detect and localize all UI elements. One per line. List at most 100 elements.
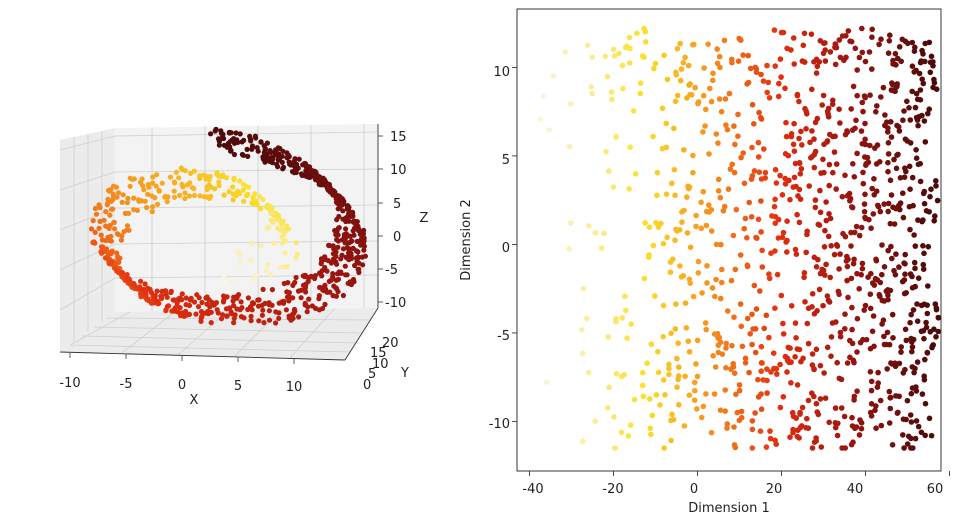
point-3d	[121, 229, 127, 235]
z-tick-label: 10	[390, 163, 407, 178]
point-2d	[735, 133, 741, 139]
point-2d	[718, 241, 724, 248]
point-3d	[228, 309, 234, 315]
point-2d	[726, 90, 733, 97]
point-2d	[711, 391, 718, 397]
point-3d	[153, 183, 159, 189]
y2d-tick-label: 10	[493, 65, 510, 80]
point-3d	[231, 151, 237, 158]
point-2d	[695, 270, 702, 276]
point-2d	[876, 291, 883, 298]
point-2d	[687, 91, 693, 98]
point-3d	[243, 183, 249, 190]
point-2d	[648, 341, 655, 348]
point-3d	[259, 312, 265, 318]
point-2d	[699, 290, 705, 296]
point-3d	[359, 254, 365, 260]
point-2d	[913, 418, 920, 424]
point-2d	[694, 373, 701, 380]
point-3d	[334, 228, 340, 234]
y2d-tick-label: -5	[497, 329, 510, 344]
point-2d	[672, 192, 678, 199]
point-3d	[293, 274, 299, 281]
point-2d	[806, 183, 812, 189]
point-2d	[901, 445, 907, 451]
point-3d	[340, 216, 346, 222]
point-2d	[752, 326, 759, 332]
point-2d	[729, 342, 735, 349]
point-2d	[862, 120, 868, 127]
point-3d	[245, 295, 251, 301]
point-2d	[911, 259, 918, 266]
plot2d-frame	[516, 8, 942, 472]
point-3d	[149, 209, 155, 215]
point-3d	[214, 170, 220, 176]
point-2d	[624, 43, 630, 49]
point-3d	[250, 195, 256, 201]
point-2d	[764, 366, 770, 372]
point-3d	[264, 151, 270, 157]
x-ticks	[69, 353, 295, 364]
point-3d	[330, 271, 336, 277]
y2d-tick-label: 0	[502, 241, 510, 256]
point-2d	[839, 193, 846, 200]
point-3d	[346, 206, 352, 212]
point-2d	[648, 431, 654, 438]
point-2d	[813, 346, 820, 353]
point-2d	[859, 265, 866, 272]
point-2d	[637, 90, 644, 97]
point-2d	[671, 166, 678, 173]
point-2d	[797, 424, 804, 431]
x2d-tick-label: 60	[927, 482, 944, 497]
point-2d	[737, 301, 744, 307]
plot2d-ticks	[512, 67, 950, 476]
point-3d	[201, 172, 207, 178]
point-3d	[351, 218, 357, 224]
point-2d	[583, 315, 590, 322]
point-3d	[317, 175, 323, 181]
point-2d	[744, 262, 751, 269]
point-2d	[756, 169, 763, 175]
point-3d	[249, 240, 255, 246]
point-2d	[896, 44, 903, 50]
point-2d	[759, 264, 766, 270]
point-2d	[909, 364, 916, 370]
point-2d	[842, 311, 848, 318]
point-2d	[901, 290, 908, 297]
point-3d	[352, 262, 358, 269]
point-2d	[626, 34, 633, 41]
point-3d	[119, 199, 125, 205]
point-2d	[787, 434, 793, 441]
point-2d	[673, 301, 679, 307]
point-2d	[889, 87, 896, 94]
point-3d	[279, 234, 285, 240]
point-2d	[818, 444, 825, 450]
point-2d	[870, 211, 877, 217]
point-2d	[893, 251, 899, 257]
point-2d	[917, 87, 924, 93]
point-2d	[851, 397, 857, 403]
point-2d	[820, 156, 826, 163]
y-tick-label: 0	[363, 378, 371, 393]
point-2d	[926, 209, 932, 215]
point-2d	[717, 295, 724, 302]
point-2d	[862, 94, 868, 101]
point-2d	[749, 311, 755, 318]
point-2d	[784, 237, 790, 244]
point-2d	[777, 56, 784, 62]
point-3d	[292, 279, 298, 286]
point-3d	[226, 129, 232, 135]
point-2d	[832, 420, 839, 426]
point-2d	[837, 120, 843, 126]
point-3d	[284, 150, 290, 156]
point-2d	[664, 234, 670, 241]
point-2d	[749, 418, 756, 424]
point-2d	[827, 49, 834, 55]
point-2d	[878, 422, 885, 429]
point-3d	[265, 262, 271, 268]
point-2d	[900, 214, 907, 221]
point-2d	[853, 117, 859, 124]
point-2d	[825, 233, 832, 240]
point-2d	[867, 291, 874, 298]
point-3d	[278, 264, 284, 270]
